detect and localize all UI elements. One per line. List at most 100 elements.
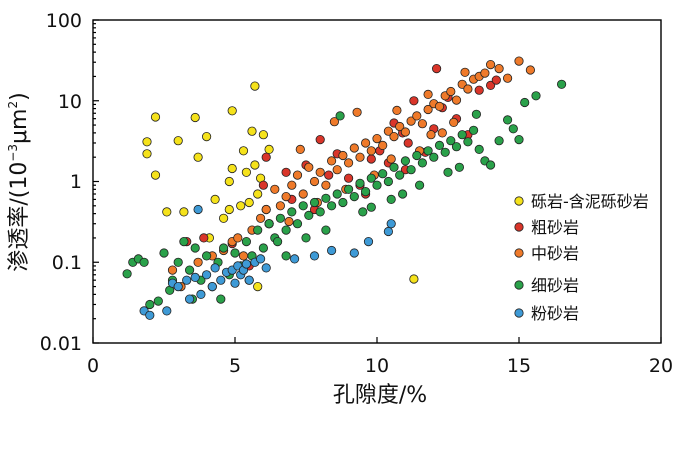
- data-point-siltstone: [326, 245, 337, 256]
- y-tick-label: 0.01: [40, 333, 82, 355]
- data-point-conglomerate: [193, 152, 203, 162]
- data-point-fine-sandstone: [417, 158, 427, 168]
- data-point-medium-sandstone: [352, 107, 362, 117]
- data-point-siltstone: [244, 275, 254, 285]
- data-point-fine-sandstone: [440, 147, 450, 157]
- data-point-fine-sandstone: [159, 248, 169, 258]
- data-point-siltstone: [162, 306, 172, 316]
- data-point-fine-sandstone: [321, 225, 331, 235]
- data-point-conglomerate: [190, 112, 200, 123]
- data-point-medium-sandstone: [287, 180, 297, 190]
- data-point-fine-sandstone: [397, 189, 408, 199]
- data-point-fine-sandstone: [332, 189, 342, 199]
- data-point-medium-sandstone: [378, 140, 388, 150]
- data-point-fine-sandstone: [494, 136, 504, 146]
- y-tick-label: 0.1: [52, 252, 82, 274]
- data-point-siltstone: [255, 254, 266, 264]
- data-point-medium-sandstone: [400, 127, 410, 137]
- data-point-fine-sandstone: [454, 162, 464, 172]
- x-tick-label: 0: [87, 355, 99, 377]
- data-point-siltstone: [196, 289, 206, 299]
- data-point-medium-sandstone: [423, 89, 433, 100]
- data-point-fine-sandstone: [386, 194, 396, 204]
- data-point-siltstone: [202, 270, 212, 280]
- data-point-fine-sandstone: [412, 150, 422, 161]
- data-point-fine-sandstone: [298, 201, 308, 211]
- data-point-conglomerate: [236, 201, 246, 211]
- data-point-fine-sandstone: [153, 296, 163, 306]
- data-point-fine-sandstone: [389, 162, 399, 172]
- data-point-coarse-sandstone: [431, 64, 442, 74]
- data-point-conglomerate: [219, 213, 229, 223]
- data-point-medium-sandstone: [332, 165, 342, 175]
- data-point-fine-sandstone: [395, 170, 405, 180]
- data-point-medium-sandstone: [284, 216, 294, 227]
- legend-marker-medium-sandstone: [514, 248, 524, 258]
- data-point-conglomerate: [241, 167, 251, 177]
- y-tick-label: 100: [46, 10, 82, 32]
- data-point-coarse-sandstone: [261, 152, 271, 162]
- y-axis-unit-exp: −3: [6, 144, 20, 162]
- data-point-fine-sandstone: [241, 237, 251, 247]
- data-point-medium-sandstone: [423, 104, 433, 115]
- data-point-siltstone: [173, 281, 183, 292]
- data-point-fine-sandstone: [190, 243, 200, 253]
- legend-marker-coarse-sandstone: [514, 222, 524, 232]
- data-point-coarse-sandstone: [258, 180, 268, 190]
- data-point-conglomerate: [227, 106, 237, 116]
- data-point-medium-sandstone: [255, 213, 266, 223]
- data-point-fine-sandstone: [451, 142, 462, 152]
- data-point-coarse-sandstone: [474, 85, 484, 95]
- data-point-medium-sandstone: [261, 204, 271, 215]
- data-point-fine-sandstone: [471, 109, 481, 119]
- data-point-medium-sandstone: [193, 257, 203, 267]
- data-point-medium-sandstone: [426, 130, 436, 140]
- data-point-medium-sandstone: [395, 121, 405, 132]
- data-point-siltstone: [145, 310, 155, 320]
- data-point-medium-sandstone: [329, 117, 339, 127]
- data-point-conglomerate: [173, 136, 183, 146]
- data-point-fine-sandstone: [508, 124, 518, 134]
- data-point-coarse-sandstone: [324, 170, 334, 180]
- data-point-medium-sandstone: [434, 101, 445, 112]
- data-point-fine-sandstone: [304, 210, 314, 220]
- data-point-coarse-sandstone: [366, 154, 376, 164]
- data-point-medium-sandstone: [326, 156, 337, 166]
- data-point-medium-sandstone: [321, 180, 331, 190]
- data-point-fine-sandstone: [556, 79, 567, 89]
- data-point-fine-sandstone: [366, 202, 376, 212]
- data-point-medium-sandstone: [412, 111, 422, 121]
- data-point-medium-sandstone: [270, 184, 280, 194]
- legend-label-medium-sandstone: 中砂岩: [531, 244, 579, 263]
- data-point-medium-sandstone: [437, 128, 447, 138]
- data-point-conglomerate: [150, 170, 161, 180]
- data-point-fine-sandstone: [315, 207, 325, 217]
- data-point-fine-sandstone: [253, 225, 263, 235]
- data-point-coarse-sandstone: [281, 167, 291, 177]
- y-tick-label: 1: [70, 171, 82, 193]
- data-point-medium-sandstone: [349, 143, 359, 153]
- data-point-coarse-sandstone: [485, 80, 496, 91]
- data-point-fine-sandstone: [301, 233, 311, 243]
- data-point-fine-sandstone: [360, 187, 371, 197]
- data-point-fine-sandstone: [230, 248, 240, 258]
- data-point-fine-sandstone: [400, 156, 410, 166]
- data-point-siltstone: [289, 254, 300, 264]
- data-point-fine-sandstone: [338, 197, 348, 208]
- data-point-conglomerate: [142, 137, 152, 147]
- data-point-conglomerate: [224, 204, 234, 215]
- data-point-siltstone: [190, 272, 200, 282]
- data-point-coarse-sandstone: [343, 173, 354, 183]
- data-point-fine-sandstone: [179, 237, 189, 247]
- data-point-fine-sandstone: [446, 136, 456, 146]
- data-point-fine-sandstone: [321, 193, 331, 203]
- data-point-coarse-sandstone: [409, 96, 419, 106]
- points-layer: [122, 56, 567, 320]
- data-point-medium-sandstone: [281, 192, 291, 202]
- data-point-fine-sandstone: [281, 251, 291, 261]
- data-point-siltstone: [261, 263, 271, 273]
- data-point-medium-sandstone: [343, 158, 354, 168]
- data-point-medium-sandstone: [502, 73, 513, 83]
- data-point-fine-sandstone: [457, 130, 467, 140]
- data-point-siltstone: [207, 281, 217, 292]
